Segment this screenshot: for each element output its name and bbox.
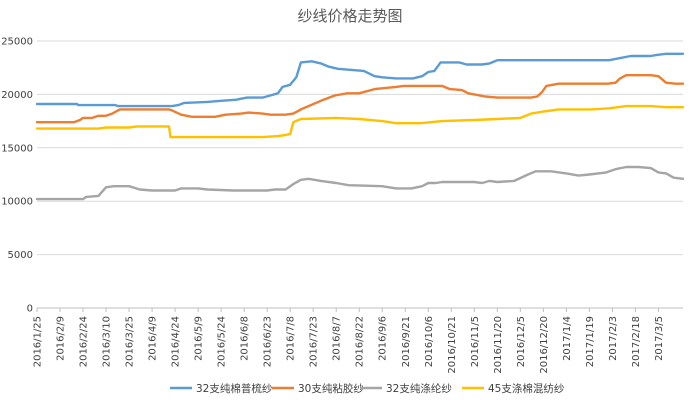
y-tick-label: 5000 (8, 250, 33, 261)
x-tick-label: 2016/3/25 (125, 316, 136, 367)
y-tick-label: 0 (27, 304, 33, 315)
x-tick-label: 2016/12/5 (516, 316, 527, 367)
x-tick-label: 2016/3/10 (102, 316, 113, 367)
x-tick-label: 2016/9/6 (378, 316, 389, 361)
series-line-2 (35, 74, 685, 124)
x-tick-label: 2016/2/9 (56, 316, 67, 361)
x-tick-label: 2016/4/9 (148, 316, 159, 361)
legend-label-1: 32支纯棉普梳纱 (196, 382, 273, 395)
x-tick-label: 2016/4/24 (171, 316, 182, 367)
x-tick-label: 2017/1/4 (562, 316, 573, 361)
series-line-1 (35, 52, 685, 108)
x-tick-label: 2016/6/8 (240, 316, 251, 361)
x-tick-label: 2016/5/24 (217, 316, 228, 367)
x-tick-label: 2016/10/6 (424, 316, 435, 367)
x-tick-label: 2017/2/3 (608, 316, 619, 361)
series-line-4 (35, 104, 685, 139)
x-tick-label: 2017/1/19 (585, 316, 596, 367)
x-tick-label: 2016/8/7 (332, 316, 343, 361)
y-tick-label: 20000 (1, 90, 33, 101)
x-axis: 2016/1/25 2016/2/9 2016/2/24 2016/3/10 2016/… (33, 307, 683, 374)
x-tick-label: 2016/9/21 (401, 316, 412, 367)
x-tick-label: 2016/1/25 (33, 316, 44, 367)
y-axis: 0 5000 10000 15000 20000 25000 (1, 37, 33, 315)
x-tick-label: 2016/7/23 (309, 316, 320, 367)
x-tick-label: 2016/10/21 (447, 316, 458, 374)
x-tick-label: 2016/7/8 (286, 316, 297, 361)
x-tick-label: 2016/11/20 (493, 316, 504, 374)
grid-lines (37, 40, 683, 256)
y-tick-label: 15000 (1, 143, 33, 154)
x-tick-label: 2016/12/20 (539, 316, 550, 374)
legend-label-3: 32支纯涤纶纱 (386, 382, 452, 395)
series-lines (35, 52, 685, 201)
chart-title: 纱线价格走势图 (297, 7, 402, 25)
x-tick-label: 2016/5/9 (194, 316, 205, 361)
x-tick-label: 2016/8/22 (355, 316, 366, 367)
x-tick-label: 2016/6/23 (263, 316, 274, 367)
x-tick-label: 2017/2/18 (631, 316, 642, 367)
legend: 32支纯棉普梳纱 30支纯粘胶纱 32支纯涤纶纱 45支涤棉混纺纱 (170, 382, 565, 395)
series-line-3 (35, 165, 685, 201)
y-tick-label: 25000 (1, 37, 33, 48)
legend-label-2: 30支纯粘胶纱 (298, 382, 364, 395)
x-tick-label: 2016/2/24 (79, 316, 90, 367)
legend-label-4: 45支涤棉混纺纱 (488, 382, 565, 395)
x-tick-label: 2017/3/5 (654, 316, 665, 361)
x-tick-label: 2016/11/5 (470, 316, 481, 367)
y-tick-label: 10000 (1, 197, 33, 208)
